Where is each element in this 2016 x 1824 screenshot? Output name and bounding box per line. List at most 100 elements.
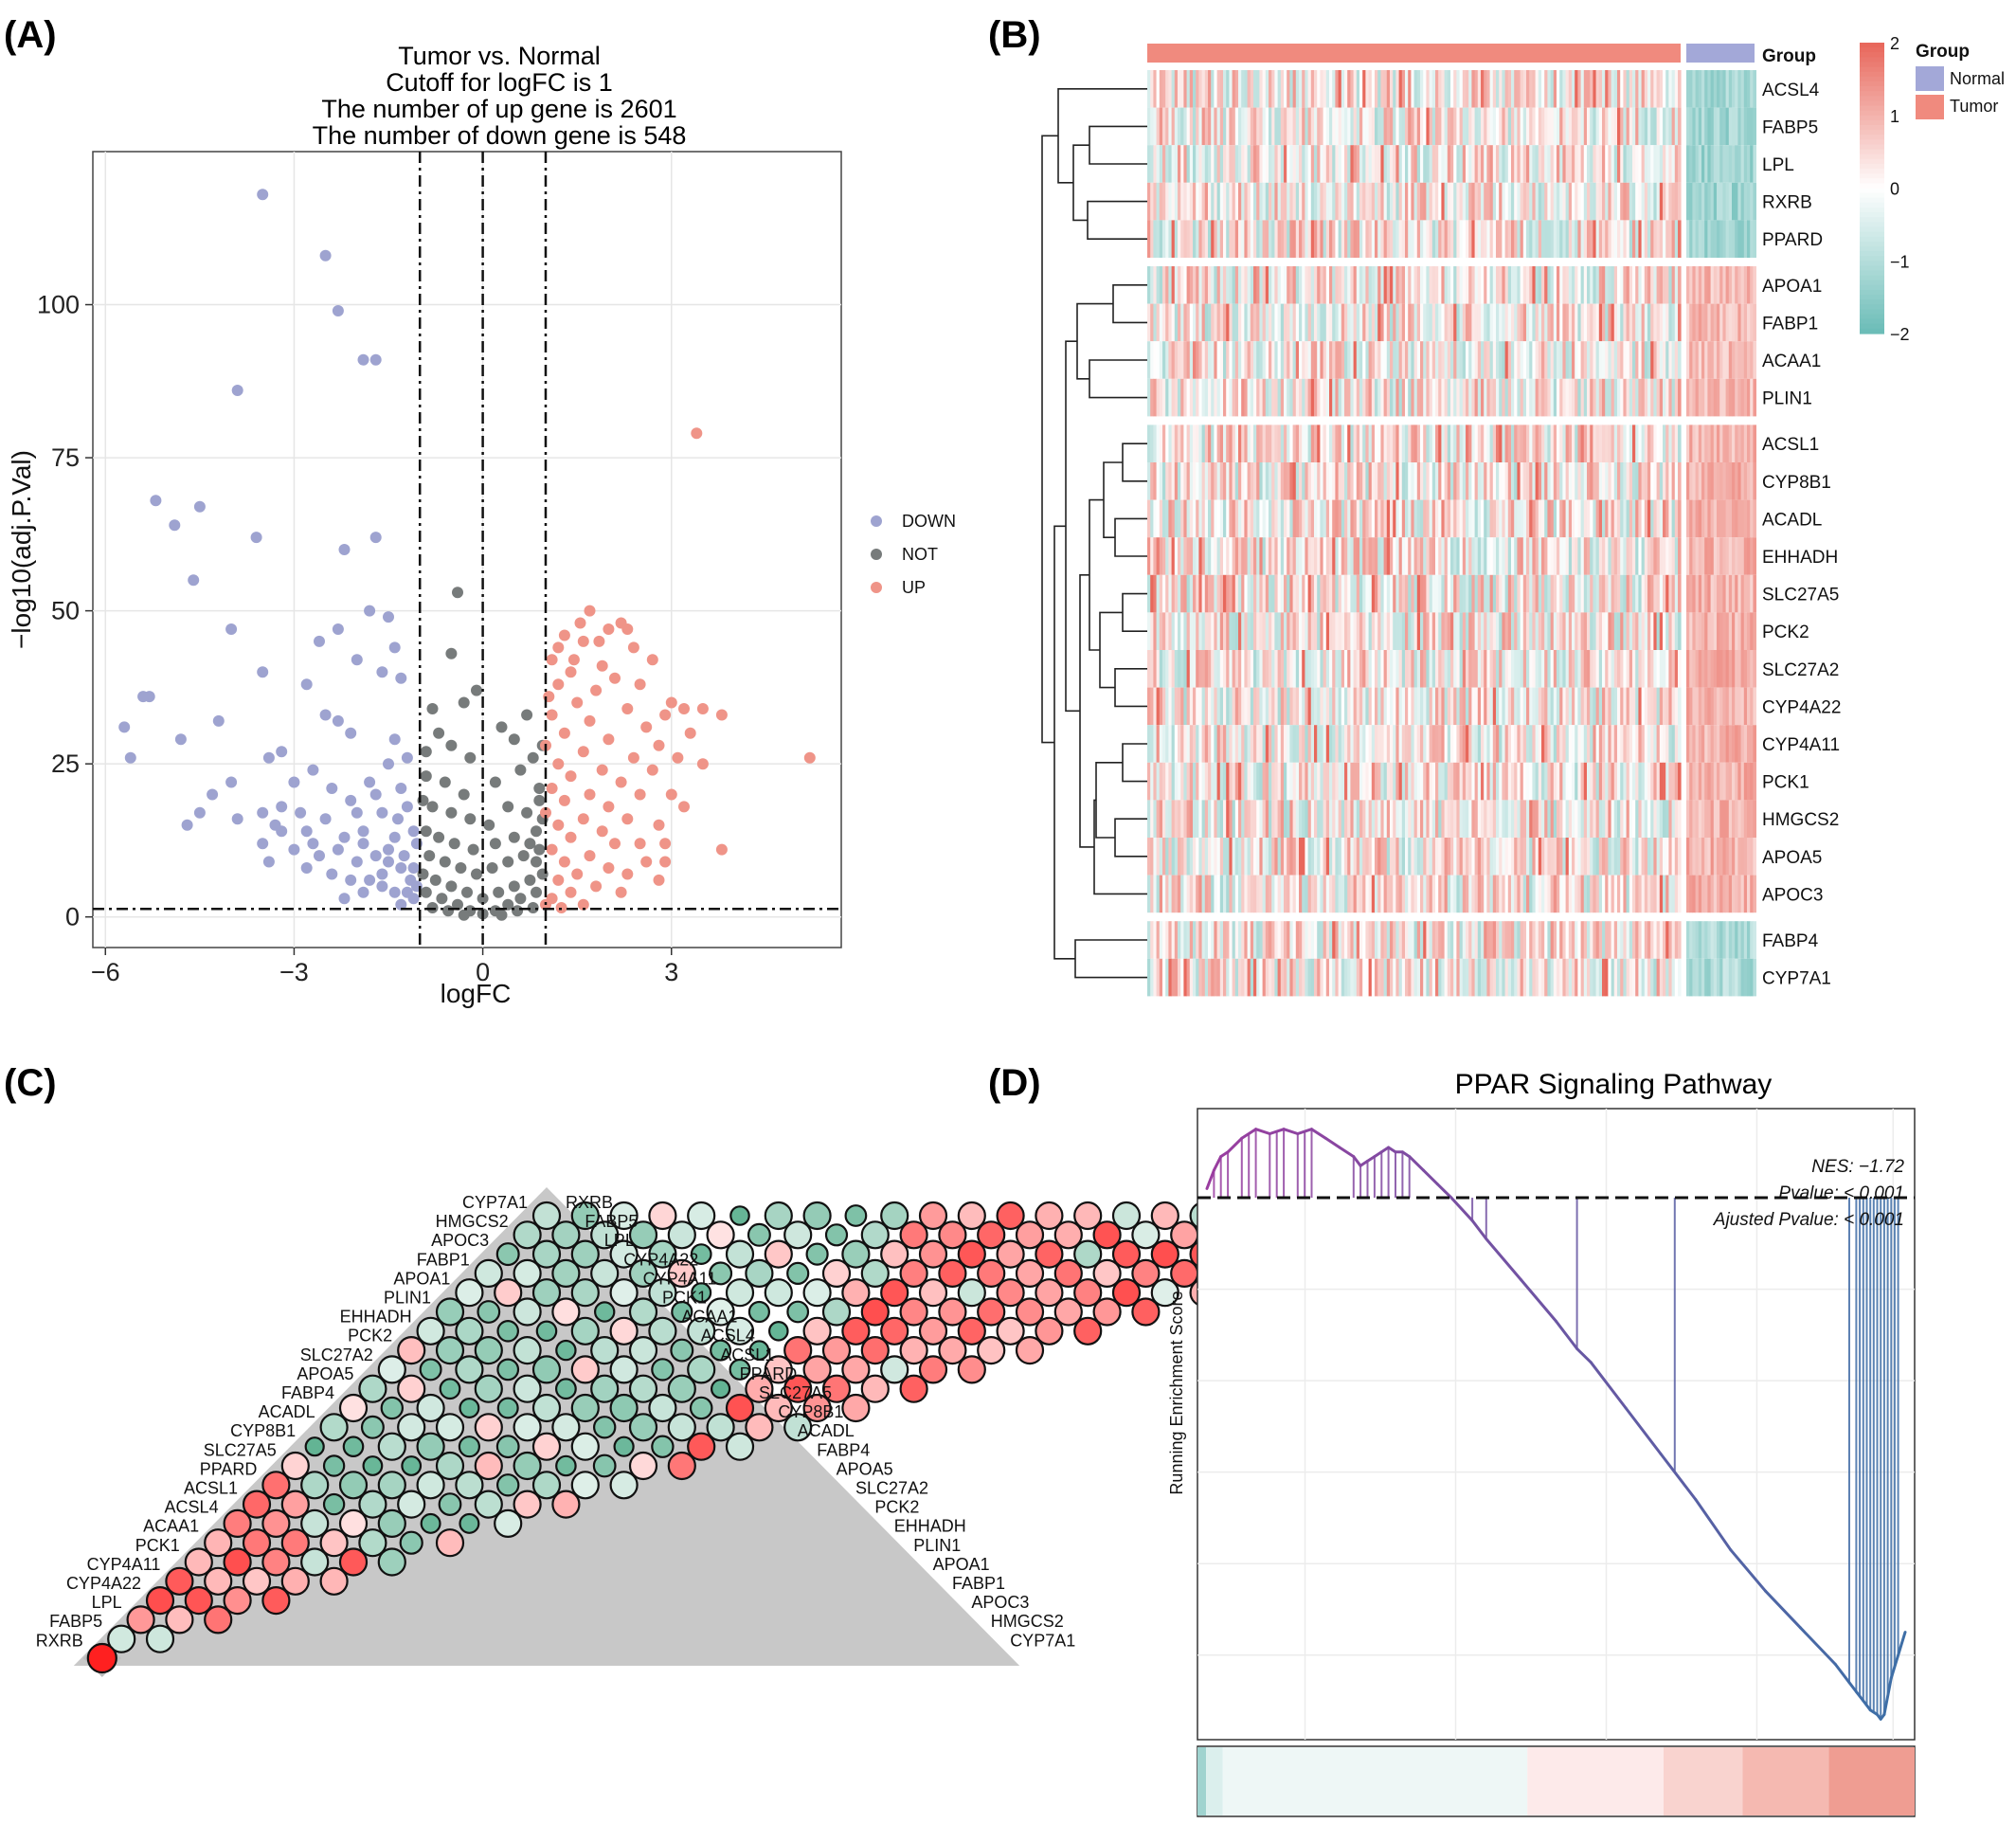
heatmap-cell bbox=[1507, 182, 1512, 221]
heatmap-cell bbox=[1459, 725, 1464, 763]
heatmap-cell bbox=[1526, 574, 1530, 613]
heatmap-cell bbox=[1171, 341, 1176, 379]
heatmap-cell bbox=[1416, 341, 1421, 379]
heatmap-cell bbox=[1535, 424, 1539, 462]
heatmap-cell bbox=[1292, 424, 1297, 462]
heatmap-cell bbox=[1256, 537, 1260, 575]
heatmap-cell bbox=[1307, 182, 1312, 221]
heatmap-cell bbox=[1250, 303, 1254, 342]
heatmap-cell bbox=[1538, 220, 1542, 258]
heatmap-cell bbox=[1204, 145, 1209, 183]
heatmap-cell bbox=[1747, 725, 1751, 763]
heatmap-cell bbox=[1717, 107, 1720, 146]
heatmap-cell bbox=[1719, 838, 1723, 876]
heatmap-cell bbox=[1598, 574, 1603, 613]
heatmap-cell bbox=[1553, 687, 1557, 726]
heatmap-cell bbox=[1441, 462, 1445, 500]
heatmap-cell bbox=[1728, 838, 1733, 876]
heatmap-cell bbox=[1211, 341, 1215, 379]
heatmap-cell bbox=[1271, 762, 1275, 801]
heatmap-cell bbox=[1362, 341, 1366, 379]
heatmap-cell bbox=[1435, 220, 1439, 258]
heatmap-cell bbox=[1575, 303, 1578, 342]
heatmap-cell bbox=[1713, 378, 1718, 417]
heatmap-cell bbox=[1214, 145, 1217, 183]
heatmap-cell bbox=[1550, 182, 1555, 221]
heatmap-cell bbox=[1562, 612, 1566, 650]
heatmap-cell bbox=[1728, 266, 1733, 304]
heatmap-cell bbox=[1453, 800, 1457, 838]
heatmap-cell bbox=[1380, 687, 1384, 726]
heatmap-cell bbox=[1250, 182, 1254, 221]
heatmap-cell bbox=[1344, 182, 1348, 221]
heatmap-cell bbox=[1244, 341, 1248, 379]
heatmap-cell bbox=[1504, 182, 1509, 221]
heatmap-cell bbox=[1208, 424, 1212, 462]
heatmap-cell bbox=[1692, 220, 1696, 258]
heatmap-cell bbox=[1447, 303, 1451, 342]
heatmap-cell bbox=[1538, 650, 1542, 688]
heatmap-cell bbox=[1365, 182, 1369, 221]
heatmap-cell bbox=[1474, 220, 1479, 258]
heatmap-cell bbox=[1450, 499, 1454, 538]
heatmap-cell bbox=[1441, 875, 1445, 913]
volcano-point-not bbox=[455, 862, 467, 874]
heatmap-cell bbox=[1595, 612, 1600, 650]
heatmap-cell bbox=[1629, 303, 1633, 342]
heatmap-cell bbox=[1656, 612, 1661, 650]
heatmap-cell bbox=[1156, 958, 1161, 997]
heatmap-cell bbox=[1438, 424, 1442, 462]
heatmap-cell bbox=[1365, 875, 1369, 913]
heatmap-cell bbox=[1274, 921, 1278, 959]
heatmap-cell bbox=[1514, 107, 1518, 146]
heatmap-cell bbox=[1747, 875, 1751, 913]
heatmap-cell bbox=[1150, 800, 1154, 838]
heatmap-cell bbox=[1544, 107, 1548, 146]
heatmap-cell bbox=[1750, 650, 1754, 688]
heatmap-cell bbox=[1620, 424, 1624, 462]
heatmap-cell bbox=[1593, 107, 1596, 146]
heatmap-cell bbox=[1674, 182, 1679, 221]
heatmap-cell bbox=[1557, 182, 1560, 221]
heatmap-cell bbox=[1265, 220, 1269, 258]
heatmap-cell bbox=[1668, 145, 1672, 183]
heatmap-cell bbox=[1737, 220, 1741, 258]
heatmap-cell bbox=[1502, 612, 1505, 650]
heatmap-cell bbox=[1180, 958, 1184, 997]
heatmap-cell bbox=[1426, 537, 1430, 575]
heatmap-cell bbox=[1186, 921, 1191, 959]
heatmap-cell bbox=[1292, 499, 1297, 538]
heatmap-cell bbox=[1341, 537, 1345, 575]
heatmap-cell bbox=[1459, 574, 1464, 613]
heatmap-cell bbox=[1456, 875, 1460, 913]
heatmap-cell bbox=[1325, 424, 1330, 462]
heatmap-cell bbox=[1426, 424, 1430, 462]
heatmap-cell bbox=[1462, 378, 1467, 417]
heatmap-cell bbox=[1325, 107, 1330, 146]
heatmap-cell bbox=[1180, 725, 1184, 763]
heatmap-cell bbox=[1626, 574, 1630, 613]
heatmap-cell bbox=[1183, 107, 1187, 146]
heatmap-cell bbox=[1216, 182, 1221, 221]
heatmap-cell bbox=[1462, 70, 1467, 108]
heatmap-cell bbox=[1602, 650, 1606, 688]
heatmap-cell bbox=[1635, 70, 1639, 108]
heatmap-cell bbox=[1201, 145, 1206, 183]
heatmap-cell bbox=[1244, 107, 1248, 146]
heatmap-cell bbox=[1707, 921, 1711, 959]
heatmap-cell bbox=[1593, 537, 1596, 575]
heatmap-cell bbox=[1411, 424, 1414, 462]
volcano-title-line-4: The number of down gene is 548 bbox=[313, 121, 687, 150]
heatmap-cell bbox=[1507, 341, 1512, 379]
heatmap-cell bbox=[1489, 650, 1494, 688]
heatmap-cell bbox=[1216, 574, 1221, 613]
heatmap-cell bbox=[1292, 303, 1297, 342]
heatmap-cell bbox=[1359, 378, 1363, 417]
heatmap-cell bbox=[1635, 378, 1639, 417]
heatmap-cell bbox=[1620, 725, 1624, 763]
heatmap-cell bbox=[1204, 612, 1209, 650]
volcano-legend-label-not: NOT bbox=[902, 545, 938, 564]
heatmap-cell bbox=[1559, 145, 1563, 183]
heatmap-cell bbox=[1186, 462, 1191, 500]
heatmap-cell bbox=[1162, 537, 1166, 575]
